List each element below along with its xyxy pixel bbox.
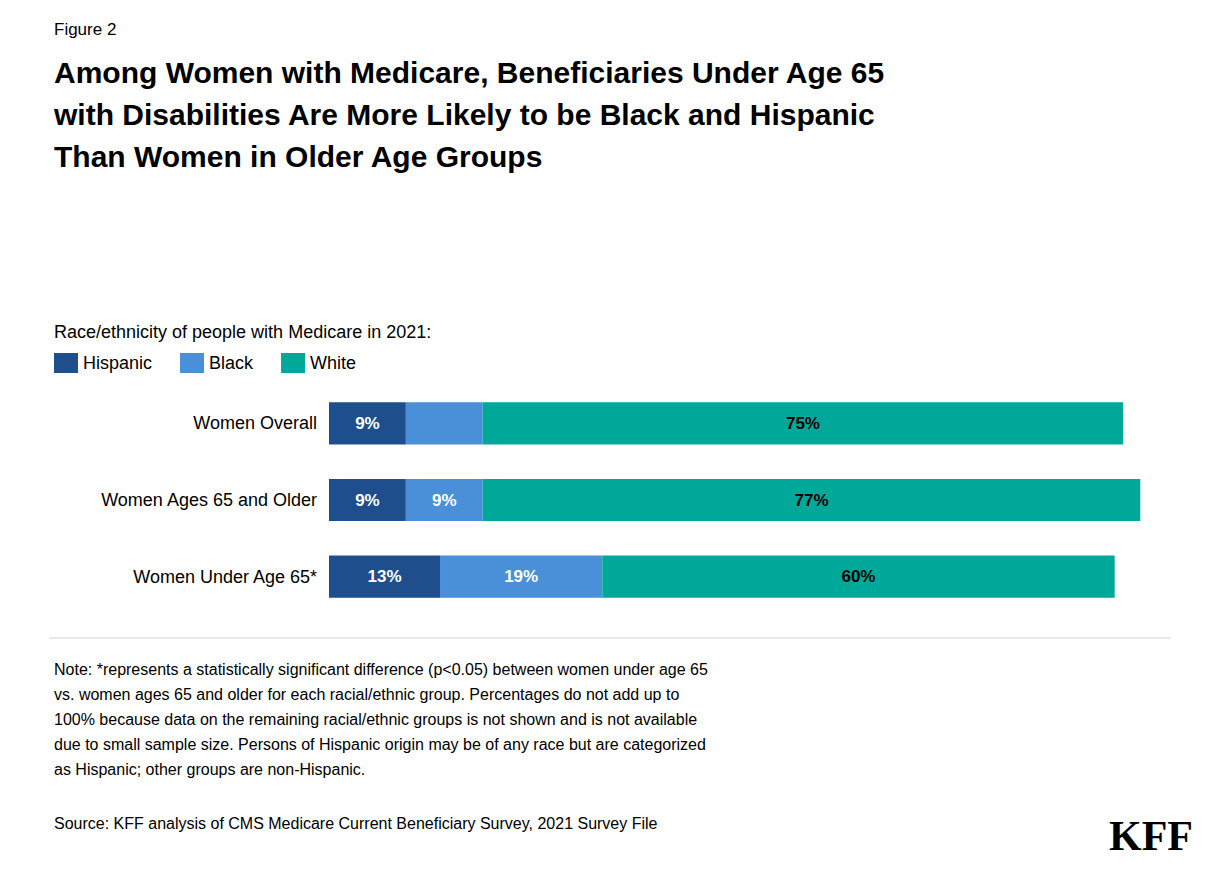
svg-text:Among Women with Medicare, Ben: Among Women with Medicare, Beneficiaries… <box>54 56 884 89</box>
svg-text:60%: 60% <box>841 567 875 586</box>
svg-text:9%: 9% <box>432 491 457 510</box>
svg-text:75%: 75% <box>786 414 820 433</box>
svg-text:due to small sample size. Pers: due to small sample size. Persons of His… <box>54 736 706 753</box>
svg-text:19%: 19% <box>504 567 538 586</box>
svg-text:77%: 77% <box>794 491 828 510</box>
svg-text:13%: 13% <box>367 567 401 586</box>
svg-text:with Disabilities Are More Lik: with Disabilities Are More Likely to be … <box>53 98 875 131</box>
svg-text:Women Overall: Women Overall <box>193 413 317 433</box>
svg-text:Black: Black <box>209 353 254 373</box>
svg-text:Women Ages 65 and Older: Women Ages 65 and Older <box>101 490 317 510</box>
svg-text:Note: *represents a statistica: Note: *represents a statistically signif… <box>54 661 708 678</box>
svg-text:9%: 9% <box>355 414 380 433</box>
svg-text:Race/ethnicity of people with: Race/ethnicity of people with Medicare i… <box>54 322 431 342</box>
svg-text:9%: 9% <box>355 491 380 510</box>
svg-text:vs. women ages 65 and older fo: vs. women ages 65 and older for each rac… <box>54 686 679 703</box>
svg-text:Than Women in Older Age Groups: Than Women in Older Age Groups <box>54 140 542 173</box>
svg-text:KFF: KFF <box>1109 813 1193 859</box>
svg-text:White: White <box>310 353 356 373</box>
svg-text:as Hispanic; other groups are: as Hispanic; other groups are non-Hispan… <box>54 761 365 778</box>
svg-text:Hispanic: Hispanic <box>83 353 152 373</box>
svg-text:100% because data on the remai: 100% because data on the remaining racia… <box>54 711 697 728</box>
svg-text:Figure 2: Figure 2 <box>54 20 116 39</box>
svg-text:Source: KFF analysis of CMS Me: Source: KFF analysis of CMS Medicare Cur… <box>54 815 658 832</box>
svg-text:Women Under Age 65*: Women Under Age 65* <box>133 567 317 587</box>
